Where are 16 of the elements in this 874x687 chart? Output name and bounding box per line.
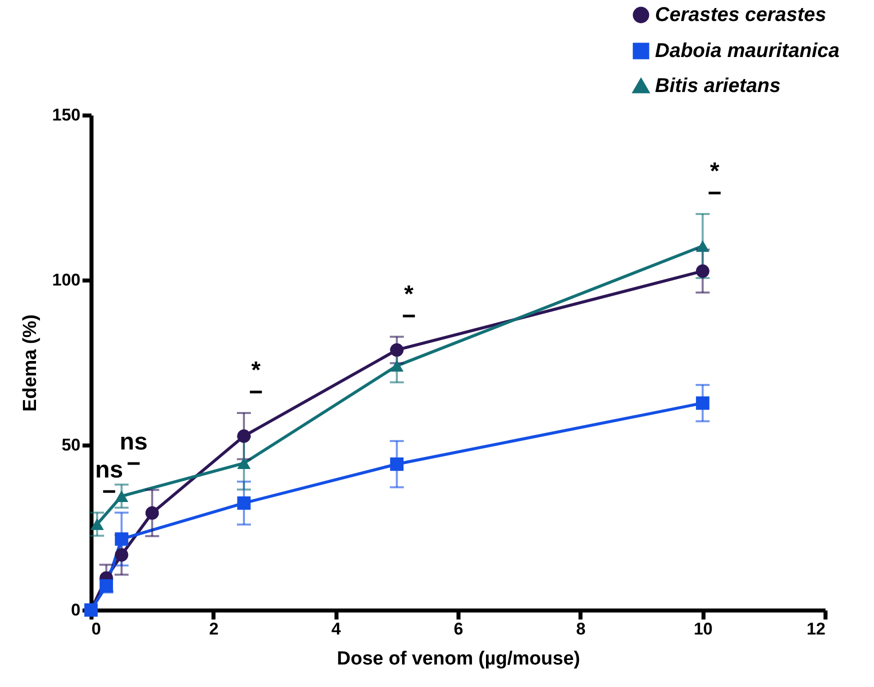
legend-label: Daboia mauritanica xyxy=(655,40,840,62)
x-axis-title: Dose of venom (µg/mouse) xyxy=(336,648,580,670)
y-tick-label: 100 xyxy=(52,270,80,290)
x-tick-label: 8 xyxy=(576,620,586,638)
x-tick-label: 12 xyxy=(806,620,826,638)
y-tick-label: 0 xyxy=(71,600,80,620)
y-tick-label: 50 xyxy=(62,436,80,454)
x-tick-label: 0 xyxy=(92,620,101,638)
x-tick-label: 4 xyxy=(331,620,342,638)
x-tick-label: 10 xyxy=(694,620,713,638)
y-axis-title: Edema (%) xyxy=(20,314,42,412)
x-tick-label: 6 xyxy=(454,620,464,638)
legend-label: Bitis arietans xyxy=(655,75,781,97)
x-tick-label: 2 xyxy=(209,620,219,638)
y-tick-label: 150 xyxy=(52,106,80,124)
legend-label: Cerastes cerastes xyxy=(655,4,826,26)
